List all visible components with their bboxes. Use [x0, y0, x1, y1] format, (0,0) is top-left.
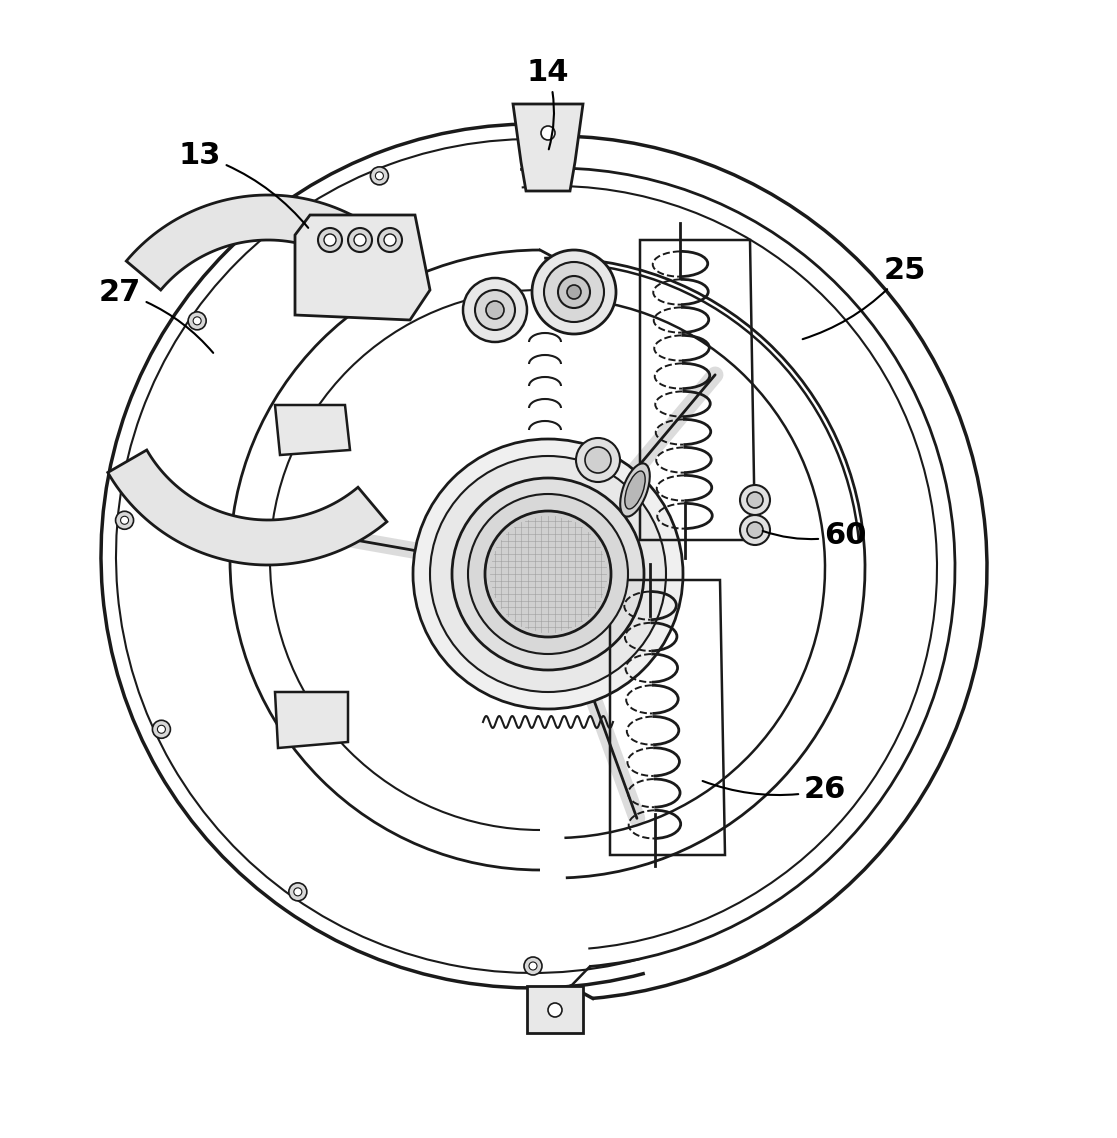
Circle shape	[541, 126, 555, 140]
Circle shape	[544, 262, 604, 322]
Circle shape	[413, 439, 682, 709]
Circle shape	[739, 516, 770, 545]
Polygon shape	[295, 215, 430, 320]
Circle shape	[464, 278, 527, 343]
Text: 25: 25	[803, 256, 926, 339]
Circle shape	[576, 438, 620, 483]
Circle shape	[468, 494, 628, 654]
Circle shape	[486, 300, 504, 319]
Circle shape	[188, 312, 207, 330]
Text: 13: 13	[179, 140, 308, 228]
Polygon shape	[527, 986, 583, 1033]
Circle shape	[152, 720, 171, 739]
Text: 14: 14	[527, 58, 570, 149]
Circle shape	[324, 234, 336, 246]
Circle shape	[115, 511, 134, 529]
Circle shape	[375, 172, 383, 180]
Circle shape	[371, 167, 389, 184]
Text: 26: 26	[703, 775, 847, 805]
Circle shape	[475, 290, 515, 330]
Circle shape	[452, 478, 645, 670]
Circle shape	[289, 883, 307, 901]
Text: 27: 27	[99, 278, 213, 353]
Circle shape	[121, 517, 128, 525]
Circle shape	[747, 492, 763, 508]
Polygon shape	[275, 405, 350, 455]
Circle shape	[349, 228, 372, 251]
Circle shape	[532, 250, 615, 333]
Circle shape	[558, 277, 590, 308]
Circle shape	[485, 511, 611, 637]
Ellipse shape	[624, 471, 646, 509]
Circle shape	[739, 485, 770, 516]
Polygon shape	[513, 104, 583, 191]
Circle shape	[378, 228, 402, 251]
Circle shape	[318, 228, 342, 251]
Circle shape	[548, 1003, 562, 1017]
Circle shape	[294, 888, 302, 896]
Circle shape	[585, 447, 611, 473]
Circle shape	[157, 725, 165, 733]
Polygon shape	[107, 450, 386, 564]
Circle shape	[524, 957, 542, 975]
Polygon shape	[275, 692, 349, 748]
Circle shape	[384, 234, 397, 246]
Circle shape	[354, 234, 366, 246]
Circle shape	[747, 522, 763, 538]
Circle shape	[430, 456, 666, 692]
Ellipse shape	[620, 463, 650, 517]
Circle shape	[193, 316, 201, 324]
Polygon shape	[126, 195, 410, 290]
Circle shape	[529, 962, 537, 970]
Text: 60: 60	[763, 520, 867, 550]
Circle shape	[567, 284, 581, 299]
